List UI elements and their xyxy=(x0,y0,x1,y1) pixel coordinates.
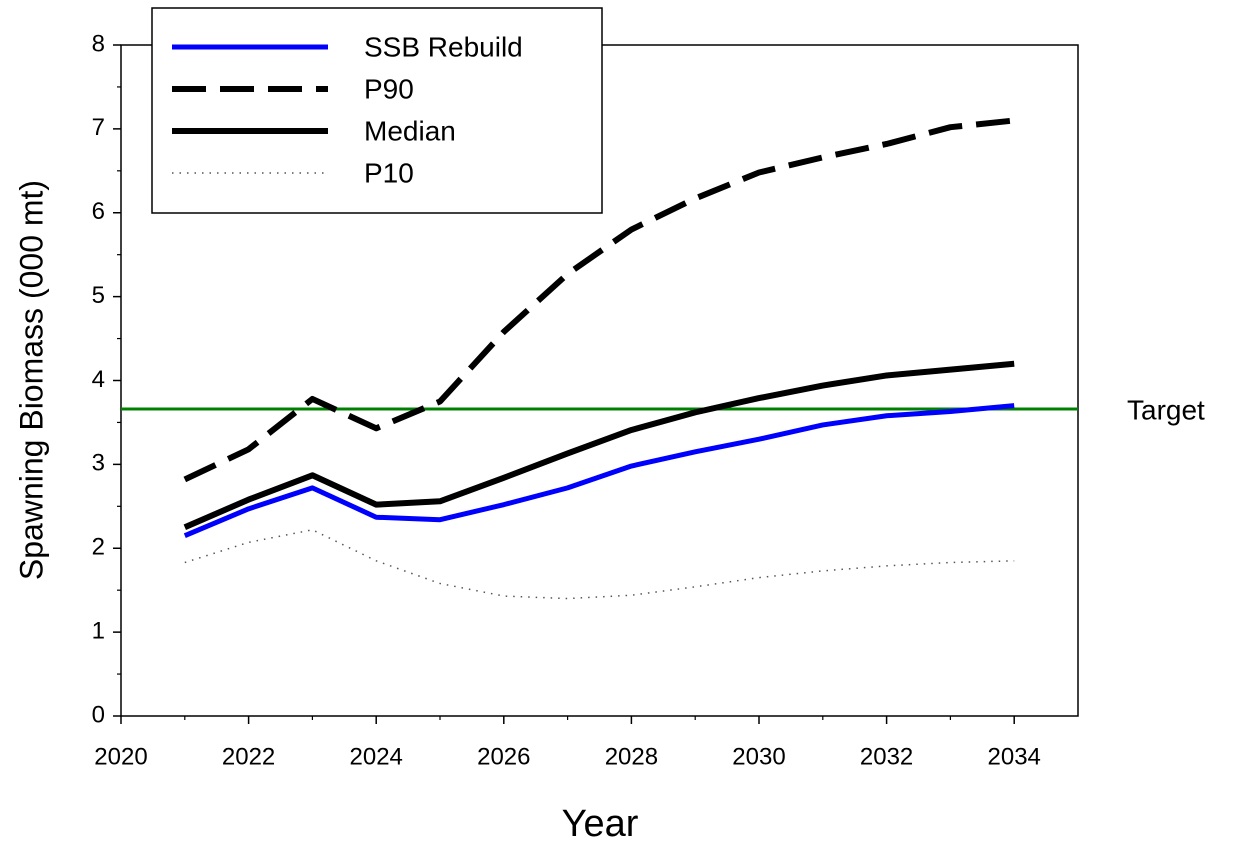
legend-label: Median xyxy=(364,115,456,146)
y-tick-label: 3 xyxy=(92,450,105,477)
y-tick-label: 5 xyxy=(92,282,105,309)
y-tick-label: 2 xyxy=(92,534,105,561)
y-axis-title: Spawning Biomass (000 mt) xyxy=(13,180,49,580)
target-label: Target xyxy=(1127,394,1205,425)
legend-label: P10 xyxy=(364,157,414,188)
x-axis-title: Year xyxy=(562,803,639,845)
y-tick-label: 6 xyxy=(92,198,105,225)
legend-box xyxy=(151,7,603,214)
series-line xyxy=(183,117,1015,483)
y-tick-label: 8 xyxy=(92,30,105,57)
series-line xyxy=(183,360,1015,531)
y-tick-label: 4 xyxy=(92,366,105,393)
x-tick-label: 2034 xyxy=(988,743,1041,770)
y-tick-label: 7 xyxy=(92,114,105,141)
y-tick-label: 0 xyxy=(92,701,105,728)
x-tick-label: 2022 xyxy=(222,743,275,770)
y-tick-label: 1 xyxy=(92,617,105,644)
x-tick-label: 2030 xyxy=(732,743,785,770)
legend-label: P90 xyxy=(364,73,414,104)
x-tick-label: 2020 xyxy=(94,743,147,770)
x-tick-label: 2032 xyxy=(860,743,913,770)
series-line xyxy=(183,403,1015,538)
legend-label: SSB Rebuild xyxy=(364,31,523,62)
x-tick-label: 2028 xyxy=(605,743,658,770)
x-tick-label: 2024 xyxy=(350,743,403,770)
series-line xyxy=(184,529,1015,600)
x-tick-label: 2026 xyxy=(477,743,530,770)
